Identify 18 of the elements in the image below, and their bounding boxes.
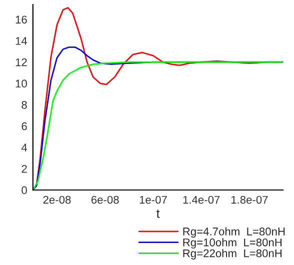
legend-label: Rg=22ohm L=80nH — [183, 249, 282, 260]
x-tick-label: 1e-07 — [140, 196, 167, 204]
y-tick-label: 2 — [22, 164, 27, 173]
y-tick-label: 16 — [16, 16, 27, 24]
legend-label: Rg=10ohm L=80nH — [183, 238, 282, 249]
x-axis-title: t — [156, 210, 160, 218]
x-tick-label: 1.4e-07 — [183, 196, 220, 204]
y-tick-label: 14 — [16, 37, 28, 45]
y-tick-label: 10 — [16, 80, 27, 88]
x-tick-label: 6e-08 — [91, 196, 119, 204]
y-tick-label: 6 — [22, 122, 27, 130]
legend-label: Rg=4.7ohm L=80nH — [183, 227, 285, 238]
x-tick-label: 1.8e-07 — [231, 196, 268, 204]
x-tick-label: 2e-08 — [43, 196, 71, 204]
y-tick-label: 8 — [22, 100, 27, 109]
y-tick-label: 4 — [21, 144, 28, 152]
y-tick-label: 12 — [16, 58, 27, 66]
y-tick-label: 0 — [22, 186, 27, 194]
